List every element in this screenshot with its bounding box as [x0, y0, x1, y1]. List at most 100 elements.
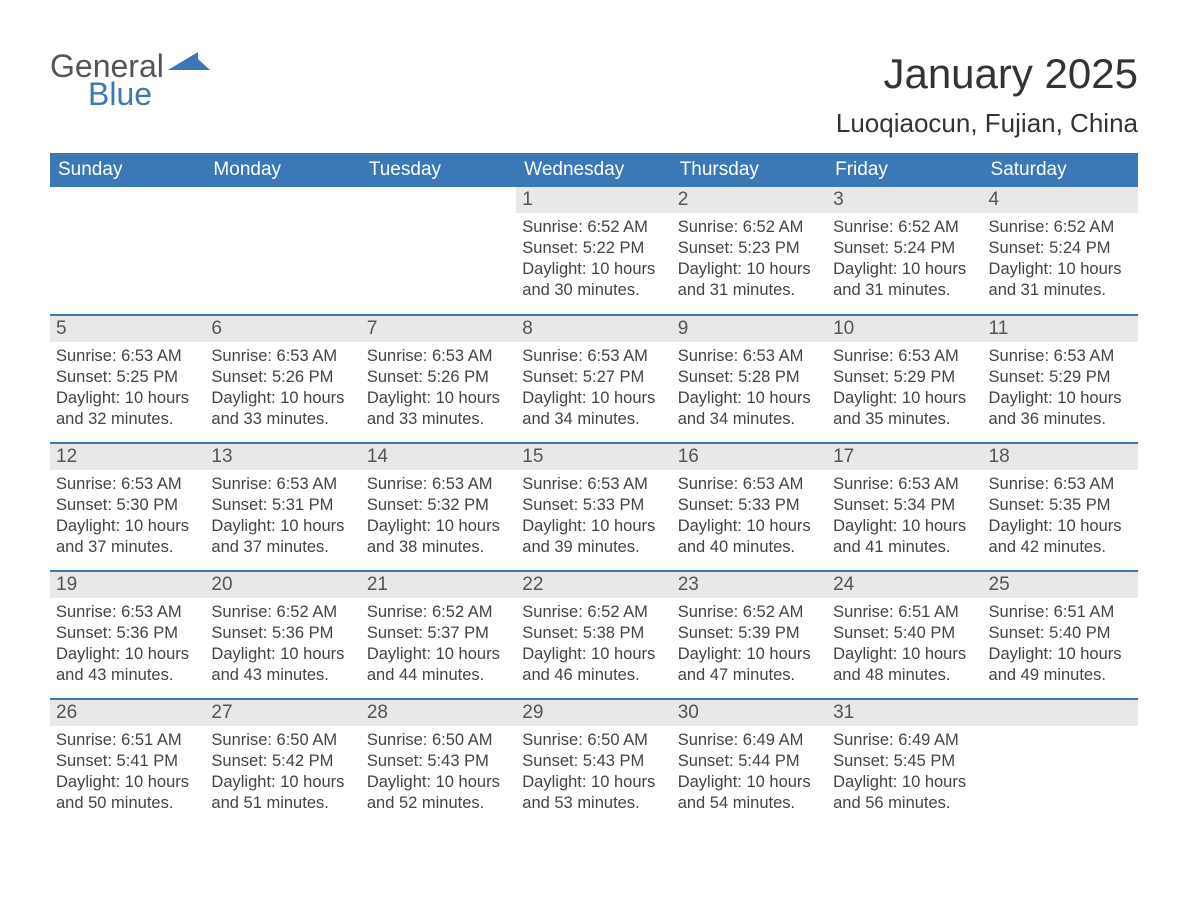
- day-number: 26: [50, 700, 205, 726]
- daylight-line: Daylight: 10 hours and 33 minutes.: [367, 389, 500, 428]
- daylight-line: Daylight: 10 hours and 43 minutes.: [211, 645, 344, 684]
- day-details: Sunrise: 6:53 AM Sunset: 5:27 PM Daylight:…: [516, 342, 671, 434]
- day-details: Sunrise: 6:53 AMSunset: 5:26 PMDaylight:…: [205, 342, 360, 434]
- day-number: 30: [672, 700, 827, 726]
- calendar-cell: 15Sunrise: 6:53 AMSunset: 5:33 PMDayligh…: [516, 443, 671, 571]
- daylight-line: Daylight: 10 hours and 53 minutes.: [522, 773, 655, 812]
- daylight-line: Daylight: 10 hours and 48 minutes.: [833, 645, 966, 684]
- day-details: Sunrise: 6:53 AMSunset: 5:33 PMDaylight:…: [672, 470, 827, 562]
- day-number: 25: [983, 572, 1138, 598]
- calendar-row: 26Sunrise: 6:51 AMSunset: 5:41 PMDayligh…: [50, 699, 1138, 827]
- day-number: 29: [516, 700, 671, 726]
- daylight-line: Daylight: 10 hours and 30 minutes.: [522, 260, 655, 299]
- day-number: 28: [361, 700, 516, 726]
- sunrise-line: Sunrise: 6:53 AM: [56, 347, 182, 365]
- sunset-line: Sunset: 5:31 PM: [211, 496, 333, 514]
- day-details: Sunrise: 6:52 AMSunset: 5:23 PMDaylight:…: [672, 213, 827, 305]
- daylight-line: Daylight: 10 hours and 36 minutes.: [989, 389, 1122, 428]
- weekday-header: Friday: [827, 153, 982, 187]
- calendar-cell: [361, 187, 516, 315]
- sunset-line: Sunset: 5:36 PM: [211, 624, 333, 642]
- daylight-line: Daylight: 10 hours and 31 minutes.: [989, 260, 1122, 299]
- day-details: Sunrise: 6:53 AMSunset: 5:36 PMDaylight:…: [50, 598, 205, 690]
- daylight-line: Daylight: 10 hours and 56 minutes.: [833, 773, 966, 812]
- sunrise-line: Sunrise: 6:53 AM: [989, 475, 1115, 493]
- day-number: 4: [983, 187, 1138, 213]
- day-number: 24: [827, 572, 982, 598]
- sunrise-line: Sunrise: 6:52 AM: [833, 218, 959, 236]
- day-details: Sunrise: 6:53 AMSunset: 5:33 PMDaylight:…: [516, 470, 671, 562]
- calendar-cell: [983, 699, 1138, 827]
- calendar-cell: 7Sunrise: 6:53 AMSunset: 5:26 PMDaylight…: [361, 315, 516, 443]
- day-number: 22: [516, 572, 671, 598]
- sunrise-line: Sunrise: 6:52 AM: [989, 218, 1115, 236]
- sunrise-line: Sunrise: 6:52 AM: [522, 218, 648, 236]
- daylight-line: Daylight: 10 hours and 35 minutes.: [833, 389, 966, 428]
- day-number-empty: [983, 700, 1138, 726]
- calendar-cell: 22Sunrise: 6:52 AMSunset: 5:38 PMDayligh…: [516, 571, 671, 699]
- calendar-cell: 4Sunrise: 6:52 AMSunset: 5:24 PMDaylight…: [983, 187, 1138, 315]
- calendar-cell: 9Sunrise: 6:53 AMSunset: 5:28 PMDaylight…: [672, 315, 827, 443]
- sunrise-line: Sunrise: 6:53 AM: [522, 347, 648, 365]
- calendar-cell: 14Sunrise: 6:53 AMSunset: 5:32 PMDayligh…: [361, 443, 516, 571]
- sunset-line: Sunset: 5:34 PM: [833, 496, 955, 514]
- sunset-line: Sunset: 5:33 PM: [678, 496, 800, 514]
- daylight-line: Daylight: 10 hours and 34 minutes.: [522, 389, 655, 428]
- calendar-cell: 5Sunrise: 6:53 AMSunset: 5:25 PMDaylight…: [50, 315, 205, 443]
- calendar-cell: 23Sunrise: 6:52 AMSunset: 5:39 PMDayligh…: [672, 571, 827, 699]
- day-number: 18: [983, 444, 1138, 470]
- calendar-row: 19Sunrise: 6:53 AMSunset: 5:36 PMDayligh…: [50, 571, 1138, 699]
- sunset-line: Sunset: 5:28 PM: [678, 368, 800, 386]
- day-number: 27: [205, 700, 360, 726]
- day-number: 8: [516, 316, 671, 342]
- sunset-line: Sunset: 5:40 PM: [989, 624, 1111, 642]
- daylight-line: Daylight: 10 hours and 54 minutes.: [678, 773, 811, 812]
- daylight-line: Daylight: 10 hours and 31 minutes.: [833, 260, 966, 299]
- calendar-cell: 1Sunrise: 6:52 AMSunset: 5:22 PMDaylight…: [516, 187, 671, 315]
- calendar-cell: 18Sunrise: 6:53 AMSunset: 5:35 PMDayligh…: [983, 443, 1138, 571]
- sunset-line: Sunset: 5:39 PM: [678, 624, 800, 642]
- calendar-row: 5Sunrise: 6:53 AMSunset: 5:25 PMDaylight…: [50, 315, 1138, 443]
- sunset-line: Sunset: 5:43 PM: [367, 752, 489, 770]
- daylight-line: Daylight: 10 hours and 44 minutes.: [367, 645, 500, 684]
- calendar-cell: 8 Sunrise: 6:53 AM Sunset: 5:27 PM Daylight…: [516, 315, 671, 443]
- sunset-line: Sunset: 5:35 PM: [989, 496, 1111, 514]
- day-details: Sunrise: 6:52 AM Sunset: 5:36 PM Daylight:…: [205, 598, 360, 690]
- sunset-line: Sunset: 5:22 PM: [522, 239, 644, 257]
- daylight-line: Daylight: 10 hours and 34 minutes.: [678, 389, 811, 428]
- calendar-cell: 25Sunrise: 6:51 AMSunset: 5:40 PMDayligh…: [983, 571, 1138, 699]
- day-number: 12: [50, 444, 205, 470]
- sunrise-line: Sunrise: 6:53 AM: [211, 475, 337, 493]
- daylight-line: Daylight: 10 hours and 51 minutes.: [211, 773, 344, 812]
- day-number: 15: [516, 444, 671, 470]
- day-details: Sunrise: 6:53 AMSunset: 5:32 PMDaylight:…: [361, 470, 516, 562]
- day-details: Sunrise: 6:49 AMSunset: 5:44 PMDaylight:…: [672, 726, 827, 818]
- day-details: Sunrise: 6:53 AMSunset: 5:34 PMDaylight:…: [827, 470, 982, 562]
- day-number: 11: [983, 316, 1138, 342]
- calendar-row: 1Sunrise: 6:52 AMSunset: 5:22 PMDaylight…: [50, 187, 1138, 315]
- day-number: 19: [50, 572, 205, 598]
- sunset-line: Sunset: 5:27 PM: [522, 368, 644, 386]
- day-details: Sunrise: 6:51 AMSunset: 5:41 PMDaylight:…: [50, 726, 205, 818]
- day-details: Sunrise: 6:52 AMSunset: 5:38 PMDaylight:…: [516, 598, 671, 690]
- sunset-line: Sunset: 5:43 PM: [522, 752, 644, 770]
- sunset-line: Sunset: 5:33 PM: [522, 496, 644, 514]
- sunrise-line: Sunrise: 6:51 AM: [56, 731, 182, 749]
- day-number: 20: [205, 572, 360, 598]
- calendar-cell: 20 Sunrise: 6:52 AM Sunset: 5:36 PM Dayligh…: [205, 571, 360, 699]
- daylight-line: Daylight: 10 hours and 37 minutes.: [56, 517, 189, 556]
- calendar-cell: 26Sunrise: 6:51 AMSunset: 5:41 PMDayligh…: [50, 699, 205, 827]
- sunrise-line: Sunrise: 6:50 AM: [522, 731, 648, 749]
- day-details: Sunrise: 6:50 AM Sunset: 5:43 PM Daylight:…: [516, 726, 671, 818]
- logo-triangle-icon: [168, 50, 210, 76]
- daylight-line: Daylight: 10 hours and 52 minutes.: [367, 773, 500, 812]
- sunset-line: Sunset: 5:42 PM: [211, 752, 333, 770]
- calendar-cell: 31Sunrise: 6:49 AMSunset: 5:45 PMDayligh…: [827, 699, 982, 827]
- day-number: 6: [205, 316, 360, 342]
- day-number: 7: [361, 316, 516, 342]
- day-details: Sunrise: 6:50 AMSunset: 5:43 PMDaylight:…: [361, 726, 516, 818]
- day-details: Sunrise: 6:53 AMSunset: 5:30 PMDaylight:…: [50, 470, 205, 562]
- sunrise-line: Sunrise: 6:52 AM: [211, 603, 337, 621]
- daylight-line: Daylight: 10 hours and 31 minutes.: [678, 260, 811, 299]
- day-details: Sunrise: 6:49 AMSunset: 5:45 PMDaylight:…: [827, 726, 982, 818]
